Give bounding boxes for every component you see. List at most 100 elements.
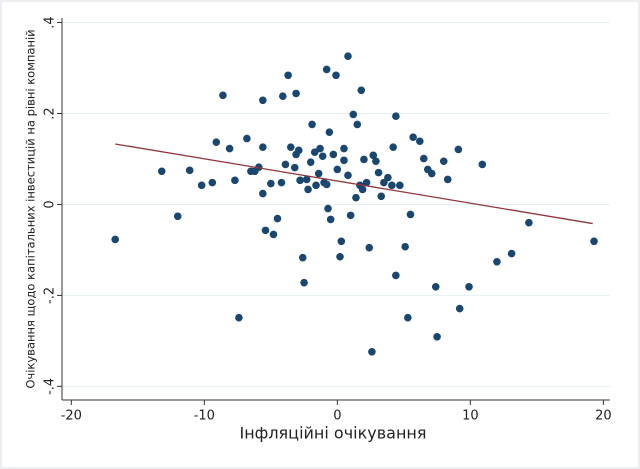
scatter-point <box>401 242 409 251</box>
scatter-point <box>314 169 323 178</box>
scatter-point <box>369 151 378 160</box>
scatter-point <box>290 163 299 172</box>
scatter-point <box>478 160 487 169</box>
scatter-point <box>329 150 338 159</box>
scatter-point <box>300 278 308 287</box>
scatter-point <box>396 181 404 190</box>
scatter-point <box>433 332 441 341</box>
scatter-point <box>590 237 598 246</box>
scatter-point <box>259 189 267 198</box>
scatter-point <box>346 211 355 220</box>
scatter-point <box>377 192 386 201</box>
scatter-point <box>225 144 234 153</box>
scatter-point <box>365 243 374 252</box>
scatter-point <box>243 134 251 143</box>
scatter-point <box>353 120 362 129</box>
scatter-point <box>406 210 415 219</box>
scatter-point <box>340 144 348 153</box>
scatter-point <box>409 133 417 141</box>
scatter-point <box>392 271 400 280</box>
scatter-point <box>235 313 243 322</box>
scatter-point <box>374 168 383 177</box>
scatter-point <box>443 175 452 184</box>
scatter-point <box>493 257 501 266</box>
scatter-point <box>208 178 217 187</box>
y-tick-label: -.4 <box>43 378 58 395</box>
scatter-point <box>332 71 340 80</box>
scatter-point <box>278 92 287 101</box>
scatter-point <box>324 204 332 213</box>
scatter-point <box>392 112 400 121</box>
scatter-point <box>306 158 315 166</box>
scatter-point <box>261 226 270 235</box>
scatter-point <box>340 156 348 165</box>
scatter-point <box>344 171 352 180</box>
scatter-point <box>157 167 166 176</box>
scatter-point <box>281 160 290 169</box>
scatter-point <box>304 185 312 194</box>
scatter-point <box>336 252 344 261</box>
scatter-point <box>310 148 319 156</box>
y-axis-label: Очікування щодо капітальних інвестицій н… <box>24 29 38 388</box>
scatter-point <box>525 218 533 227</box>
scatter-point <box>349 110 358 119</box>
scatter-point <box>325 128 334 136</box>
scatter-point <box>465 282 473 291</box>
scatter-point <box>326 215 335 224</box>
scatter-point <box>352 193 360 202</box>
y-tick-label: 0 <box>43 200 58 208</box>
scatter-point <box>259 143 267 151</box>
scatter-point <box>316 144 324 153</box>
scatter-point <box>389 143 397 151</box>
scatter-point <box>302 175 311 184</box>
scatter-point <box>419 154 428 163</box>
scatter-point <box>404 313 412 322</box>
y-tick-label: .2 <box>43 107 58 119</box>
scatter-point <box>273 214 282 223</box>
scatter-point <box>388 181 396 190</box>
scatter-point <box>259 96 267 105</box>
scatter-point <box>372 157 380 166</box>
scatter-point <box>455 304 464 313</box>
scatter-point <box>322 65 331 74</box>
scatter-point <box>368 347 376 356</box>
scatter-point <box>344 52 352 60</box>
scatter-point <box>318 152 327 161</box>
x-axis-label: Інфляційні очікування <box>239 424 426 443</box>
y-tick-label: -.2 <box>43 287 58 304</box>
scatter-point <box>360 155 368 164</box>
scatter-point <box>298 253 307 262</box>
x-tick-label: 20 <box>595 409 612 424</box>
scatter-point <box>322 180 331 189</box>
scatter-point <box>284 71 292 80</box>
scatter-point <box>185 166 194 175</box>
y-tick-label: .4 <box>43 16 58 28</box>
scatter-point <box>173 212 182 221</box>
scatter-point <box>286 143 295 151</box>
scatter-point <box>358 185 367 194</box>
scatter-point <box>219 91 227 100</box>
x-tick-label: 10 <box>462 409 479 424</box>
scatter-point <box>277 178 286 187</box>
scatter-point <box>267 179 275 188</box>
scatter-point <box>296 176 304 185</box>
scatter-point <box>507 249 516 258</box>
scatter-point <box>337 237 346 246</box>
x-tick-label: -10 <box>194 409 215 424</box>
scatter-point <box>111 235 120 244</box>
scatter-point <box>431 282 440 291</box>
x-tick-label: -20 <box>61 409 82 424</box>
scatter-point <box>454 145 463 154</box>
scatter-point <box>308 120 316 129</box>
scatter-point <box>197 181 206 190</box>
x-tick-label: 0 <box>333 409 341 424</box>
scatter-point <box>255 163 263 171</box>
scatter-point <box>292 89 300 98</box>
fit-line <box>115 143 593 225</box>
scatter-point <box>357 86 366 95</box>
scatter-point <box>384 173 392 182</box>
scatter-point <box>212 138 221 146</box>
